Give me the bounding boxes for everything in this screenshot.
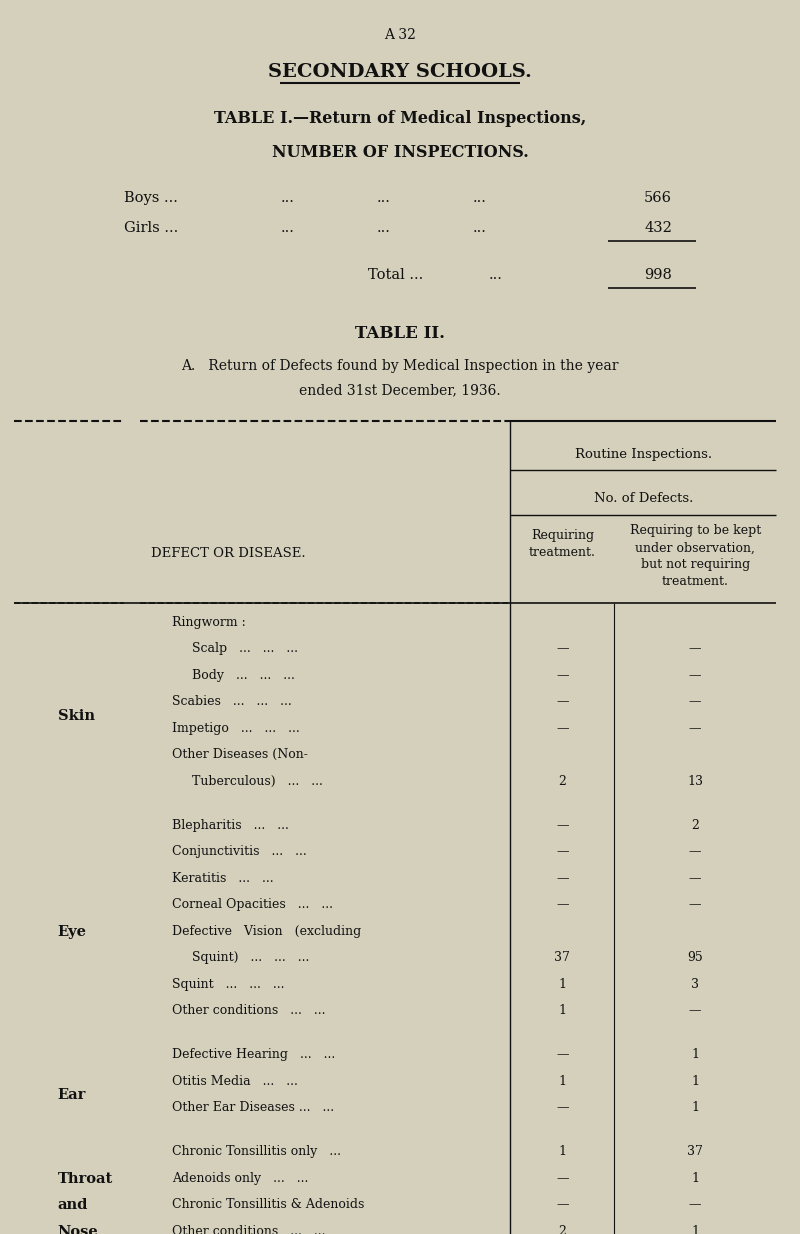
Text: 1: 1 bbox=[558, 1145, 566, 1159]
Text: Adenoids only   ...   ...: Adenoids only ... ... bbox=[172, 1172, 308, 1185]
Text: 95: 95 bbox=[687, 951, 703, 965]
Text: —: — bbox=[689, 696, 702, 708]
Text: Blepharitis   ...   ...: Blepharitis ... ... bbox=[172, 819, 289, 832]
Text: Chronic Tonsillitis & Adenoids: Chronic Tonsillitis & Adenoids bbox=[172, 1198, 364, 1212]
Text: ...: ... bbox=[377, 191, 391, 205]
Text: Requiring
treatment.: Requiring treatment. bbox=[529, 529, 596, 559]
Text: 2: 2 bbox=[558, 1225, 566, 1234]
Text: Conjunctivitis   ...   ...: Conjunctivitis ... ... bbox=[172, 845, 306, 859]
Text: NUMBER OF INSPECTIONS.: NUMBER OF INSPECTIONS. bbox=[272, 144, 528, 162]
Text: —: — bbox=[689, 898, 702, 912]
Text: Corneal Opacities   ...   ...: Corneal Opacities ... ... bbox=[172, 898, 333, 912]
Text: —: — bbox=[689, 643, 702, 655]
Text: ...: ... bbox=[281, 221, 295, 234]
Text: 566: 566 bbox=[644, 191, 672, 205]
Text: —: — bbox=[689, 722, 702, 735]
Text: Nose: Nose bbox=[58, 1225, 98, 1234]
Text: —: — bbox=[556, 1172, 569, 1185]
Text: —: — bbox=[556, 1049, 569, 1061]
Text: —: — bbox=[556, 722, 569, 735]
Text: —: — bbox=[556, 819, 569, 832]
Text: Other Diseases (Non-: Other Diseases (Non- bbox=[172, 749, 308, 761]
Text: 37: 37 bbox=[687, 1145, 703, 1159]
Text: —: — bbox=[556, 898, 569, 912]
Text: 1: 1 bbox=[558, 979, 566, 991]
Text: —: — bbox=[556, 1198, 569, 1212]
Text: ...: ... bbox=[489, 268, 503, 281]
Text: Throat: Throat bbox=[58, 1172, 113, 1186]
Text: TABLE I.—Return of Medical Inspections,: TABLE I.—Return of Medical Inspections, bbox=[214, 110, 586, 127]
Text: 1: 1 bbox=[691, 1075, 699, 1088]
Text: Other conditions   ...   ...: Other conditions ... ... bbox=[172, 1225, 326, 1234]
Text: SECONDARY SCHOOLS.: SECONDARY SCHOOLS. bbox=[268, 63, 532, 81]
Text: —: — bbox=[556, 643, 569, 655]
Text: ...: ... bbox=[281, 191, 295, 205]
Text: Boys ...: Boys ... bbox=[124, 191, 178, 205]
Text: —: — bbox=[556, 1102, 569, 1114]
Text: 2: 2 bbox=[691, 819, 699, 832]
Text: Girls ...: Girls ... bbox=[124, 221, 178, 234]
Text: 1: 1 bbox=[558, 1075, 566, 1088]
Text: —: — bbox=[556, 696, 569, 708]
Text: Squint   ...   ...   ...: Squint ... ... ... bbox=[172, 979, 285, 991]
Text: DEFECT OR DISEASE.: DEFECT OR DISEASE. bbox=[150, 547, 306, 560]
Text: Scalp   ...   ...   ...: Scalp ... ... ... bbox=[192, 643, 298, 655]
Text: Tuberculous)   ...   ...: Tuberculous) ... ... bbox=[192, 775, 323, 789]
Text: 2: 2 bbox=[558, 775, 566, 789]
Text: 1: 1 bbox=[691, 1172, 699, 1185]
Text: —: — bbox=[689, 1004, 702, 1018]
Text: Routine Inspections.: Routine Inspections. bbox=[574, 448, 712, 462]
Text: 1: 1 bbox=[691, 1049, 699, 1061]
Text: Requiring to be kept
under observation,
but not requiring
treatment.: Requiring to be kept under observation, … bbox=[630, 524, 761, 589]
Text: No. of Defects.: No. of Defects. bbox=[594, 492, 693, 506]
Text: 1: 1 bbox=[691, 1102, 699, 1114]
Text: Other conditions   ...   ...: Other conditions ... ... bbox=[172, 1004, 326, 1018]
Text: Total ...: Total ... bbox=[368, 268, 423, 281]
Text: A 32: A 32 bbox=[384, 28, 416, 42]
Text: Other Ear Diseases ...   ...: Other Ear Diseases ... ... bbox=[172, 1102, 334, 1114]
Text: Skin: Skin bbox=[58, 708, 94, 723]
Text: Squint)   ...   ...   ...: Squint) ... ... ... bbox=[192, 951, 310, 965]
Text: Ringworm :: Ringworm : bbox=[172, 616, 246, 629]
Text: and: and bbox=[58, 1198, 88, 1212]
Text: TABLE II.: TABLE II. bbox=[355, 325, 445, 342]
Text: 37: 37 bbox=[554, 951, 570, 965]
Text: —: — bbox=[689, 845, 702, 859]
Text: ...: ... bbox=[377, 221, 391, 234]
Text: —: — bbox=[556, 872, 569, 885]
Text: Body   ...   ...   ...: Body ... ... ... bbox=[192, 669, 295, 682]
Text: 1: 1 bbox=[691, 1225, 699, 1234]
Text: Keratitis   ...   ...: Keratitis ... ... bbox=[172, 872, 274, 885]
Text: Chronic Tonsillitis only   ...: Chronic Tonsillitis only ... bbox=[172, 1145, 341, 1159]
Text: ...: ... bbox=[473, 191, 487, 205]
Text: Ear: Ear bbox=[58, 1088, 86, 1102]
Text: A.   Return of Defects found by Medical Inspection in the year: A. Return of Defects found by Medical In… bbox=[182, 359, 618, 373]
Text: ended 31st December, 1936.: ended 31st December, 1936. bbox=[299, 384, 501, 397]
Text: Defective   Vision   (excluding: Defective Vision (excluding bbox=[172, 926, 362, 938]
Text: —: — bbox=[689, 669, 702, 682]
Text: Impetigo   ...   ...   ...: Impetigo ... ... ... bbox=[172, 722, 300, 735]
Text: Defective Hearing   ...   ...: Defective Hearing ... ... bbox=[172, 1049, 335, 1061]
Text: —: — bbox=[556, 669, 569, 682]
Text: 432: 432 bbox=[644, 221, 672, 234]
Text: ...: ... bbox=[473, 221, 487, 234]
Text: 13: 13 bbox=[687, 775, 703, 789]
Text: —: — bbox=[689, 1198, 702, 1212]
Text: 998: 998 bbox=[644, 268, 672, 281]
Text: 3: 3 bbox=[691, 979, 699, 991]
Text: —: — bbox=[556, 845, 569, 859]
Text: Otitis Media   ...   ...: Otitis Media ... ... bbox=[172, 1075, 298, 1088]
Text: Eye: Eye bbox=[58, 926, 86, 939]
Text: Scabies   ...   ...   ...: Scabies ... ... ... bbox=[172, 696, 292, 708]
Text: 1: 1 bbox=[558, 1004, 566, 1018]
Text: —: — bbox=[689, 872, 702, 885]
